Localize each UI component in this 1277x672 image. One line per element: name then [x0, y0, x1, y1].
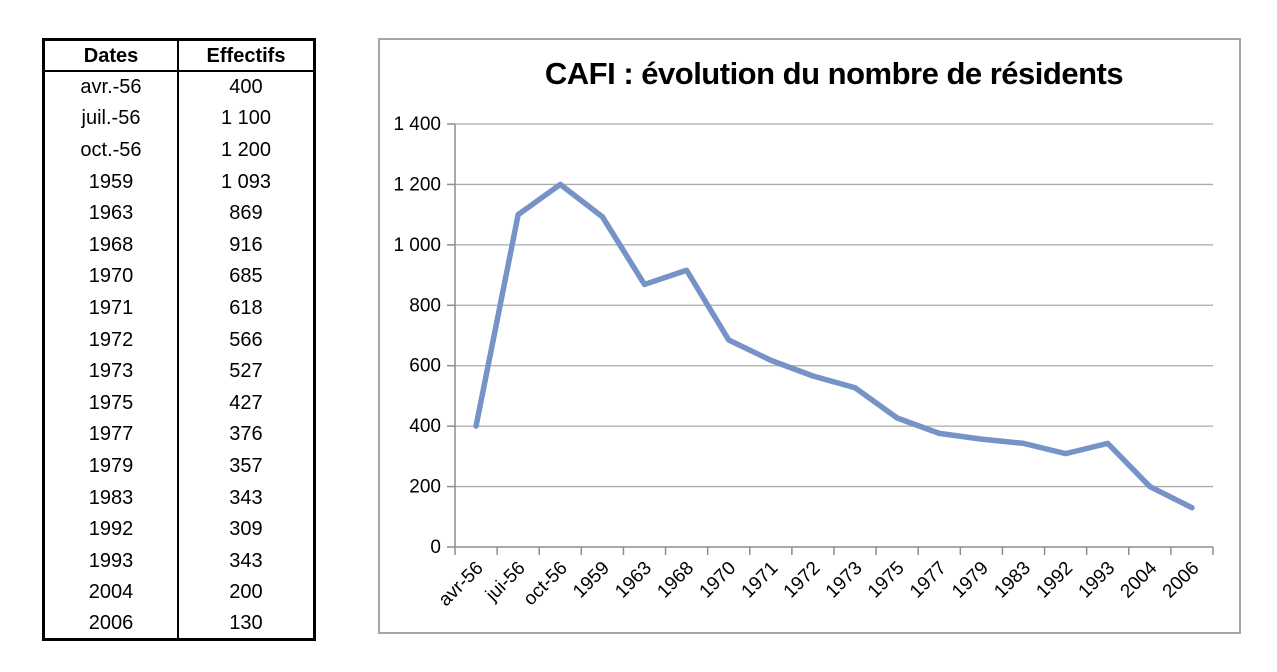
date-cell: 1992: [88, 518, 134, 541]
effectif-cell: 685: [176, 260, 315, 293]
table-row: oct.-56 1 200: [44, 134, 315, 166]
table-row: 1993 343: [44, 545, 315, 577]
date-cell: 2004: [88, 581, 134, 604]
y-axis-tick-label: 1 400: [393, 114, 441, 135]
x-axis-tick-label: 1992: [1032, 558, 1077, 603]
table-row: avr.-56 400: [44, 71, 315, 103]
effectif-cell: 869: [176, 197, 315, 230]
x-axis-tick-label: 1975: [864, 558, 909, 603]
x-axis-tick-label: 1959: [569, 558, 614, 603]
effectif-cell: 1 100: [176, 102, 315, 135]
effectif-cell: 343: [176, 545, 315, 577]
table-row: 1979 357: [44, 450, 315, 482]
x-axis-tick-label: 1968: [653, 558, 698, 603]
y-axis-tick-label: 0: [430, 537, 441, 558]
x-axis-tick-label: 1972: [780, 558, 825, 603]
date-cell: 1970: [88, 265, 134, 288]
date-cell: juil.-56: [81, 107, 141, 130]
date-cell: 1959: [88, 170, 134, 193]
x-axis-tick-label: oct-56: [520, 558, 572, 610]
table-row: 1970 685: [44, 260, 315, 293]
date-cell: avr.-56: [80, 76, 142, 99]
table-row: 1972 566: [44, 323, 315, 356]
table-row: 1959 1 093: [44, 165, 315, 198]
date-cell: oct.-56: [80, 139, 142, 162]
table-row: 1963 869: [44, 197, 315, 230]
x-axis-tick-label: 1977: [906, 558, 951, 603]
effectif-cell: 916: [176, 229, 315, 261]
x-axis-tick-label: 1971: [738, 558, 783, 603]
date-cell: 1983: [88, 486, 134, 509]
effectif-cell: 566: [176, 323, 315, 356]
date-cell: 1993: [88, 549, 134, 572]
date-cell: 1971: [88, 297, 134, 320]
table-row: 1968 916: [44, 229, 315, 261]
effectif-cell: 309: [176, 513, 315, 545]
x-axis-tick-label: 1973: [822, 558, 867, 603]
effectif-cell: 130: [176, 608, 315, 640]
date-cell: 1968: [88, 233, 134, 256]
table-header: Dates Effectifs: [43, 39, 315, 73]
effectif-cell: 357: [176, 450, 315, 482]
table-row: 1983 343: [44, 481, 315, 514]
table-row: 1975 427: [44, 387, 315, 419]
effectif-cell: 1 093: [176, 165, 315, 198]
table-row: 1977 376: [44, 418, 315, 451]
y-axis-tick-label: 800: [409, 295, 441, 316]
table-body: avr.-56 400 juil.-56 1 100 oct.-56 1 200 1959 1…: [44, 71, 315, 640]
x-axis-tick-label: 2004: [1117, 557, 1162, 602]
effectif-cell: 427: [176, 387, 315, 419]
x-axis-tick-label: avr-56: [435, 558, 488, 611]
table-row: 1971 618: [44, 292, 315, 324]
x-axis-tick-label: 1983: [990, 558, 1035, 603]
date-cell: 2006: [88, 612, 134, 635]
table-row: 1973 527: [44, 355, 315, 388]
data-series-line: [473, 181, 1195, 511]
effectif-cell: 200: [176, 576, 315, 609]
date-cell: 1979: [88, 455, 134, 478]
date-cell: 1963: [88, 202, 134, 225]
effectif-cell: 376: [176, 418, 315, 451]
table-row: juil.-56 1 100: [44, 102, 315, 135]
effectif-cell: 343: [176, 481, 315, 514]
x-axis-tick-label: 1963: [611, 558, 656, 603]
y-axis-tick-label: 400: [409, 416, 441, 437]
date-cell: 1972: [88, 328, 134, 351]
x-axis-tick-label: 1993: [1075, 558, 1120, 603]
chart-title: CAFI : évolution du nombre de résidents: [544, 56, 1124, 91]
col-header-effectifs: Effectifs: [176, 39, 315, 73]
x-axis-tick-label: 2006: [1159, 558, 1204, 603]
date-cell: 1973: [88, 360, 134, 383]
effectif-cell: 527: [176, 355, 315, 388]
effectif-cell: 1 200: [176, 134, 315, 166]
col-header-dates: Dates: [43, 39, 178, 73]
effectif-cell: 618: [176, 292, 315, 324]
x-axis-tick-label: 1979: [948, 558, 993, 603]
table-header-row: Dates Effectifs: [43, 39, 315, 73]
chart-panel: CAFI : évolution du nombre de résidents …: [378, 38, 1241, 634]
date-cell: 1975: [88, 391, 134, 414]
table-row: 2006 130: [44, 608, 315, 640]
y-axis-tick-label: 1 000: [393, 235, 441, 256]
table-row: 2004 200: [44, 576, 315, 609]
date-cell: 1977: [88, 423, 134, 446]
data-table: Dates Effectifs avr.-56 400 juil.-56 1 100 o…: [42, 38, 316, 642]
y-axis-tick-label: 1 200: [393, 174, 441, 195]
table-row: 1992 309: [44, 513, 315, 545]
x-axis-tick-label: 1970: [696, 558, 741, 603]
y-axis-tick-label: 600: [409, 356, 441, 377]
y-axis-tick-label: 200: [409, 477, 441, 498]
effectif-cell: 400: [176, 71, 315, 103]
